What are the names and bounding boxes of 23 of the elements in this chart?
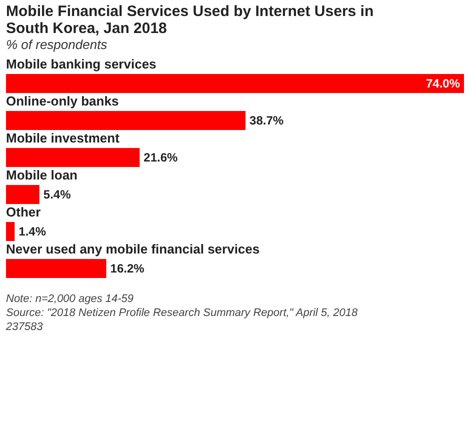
bar <box>6 185 40 204</box>
data-label: 74.0% <box>426 76 460 90</box>
chart-subtitle: % of respondents <box>6 37 108 52</box>
bar <box>6 148 140 167</box>
text: 237583 <box>5 321 44 333</box>
data-label: 16.2% <box>110 262 145 276</box>
text: Note: n=2,000 ages 14-59 <box>6 293 134 305</box>
data-label: 1.4% <box>18 224 46 238</box>
data-label: 21.6% <box>144 150 178 164</box>
bar <box>6 222 15 241</box>
bar <box>6 111 246 130</box>
data-label: 38.7% <box>250 114 284 128</box>
y-tick-label: Mobile loan <box>6 168 78 182</box>
chart-title: Mobile Financial Services Used by Internet Users in South Korea, Jan 2018 <box>6 3 374 37</box>
y-tick-label: Online-only banks <box>6 94 119 108</box>
bar <box>6 74 464 93</box>
y-tick-label: Never used any mobile financial services <box>6 242 260 256</box>
y-tick-label: Mobile banking services <box>6 56 156 72</box>
y-tick-label: Other <box>6 204 41 220</box>
bar <box>6 259 106 278</box>
data-label: 5.4% <box>43 188 72 202</box>
y-tick-label: Mobile investment <box>6 130 120 146</box>
source-note: Source: "2018 Netizen Profile Research Summary Report," April 5, 2018 <box>6 307 359 319</box>
